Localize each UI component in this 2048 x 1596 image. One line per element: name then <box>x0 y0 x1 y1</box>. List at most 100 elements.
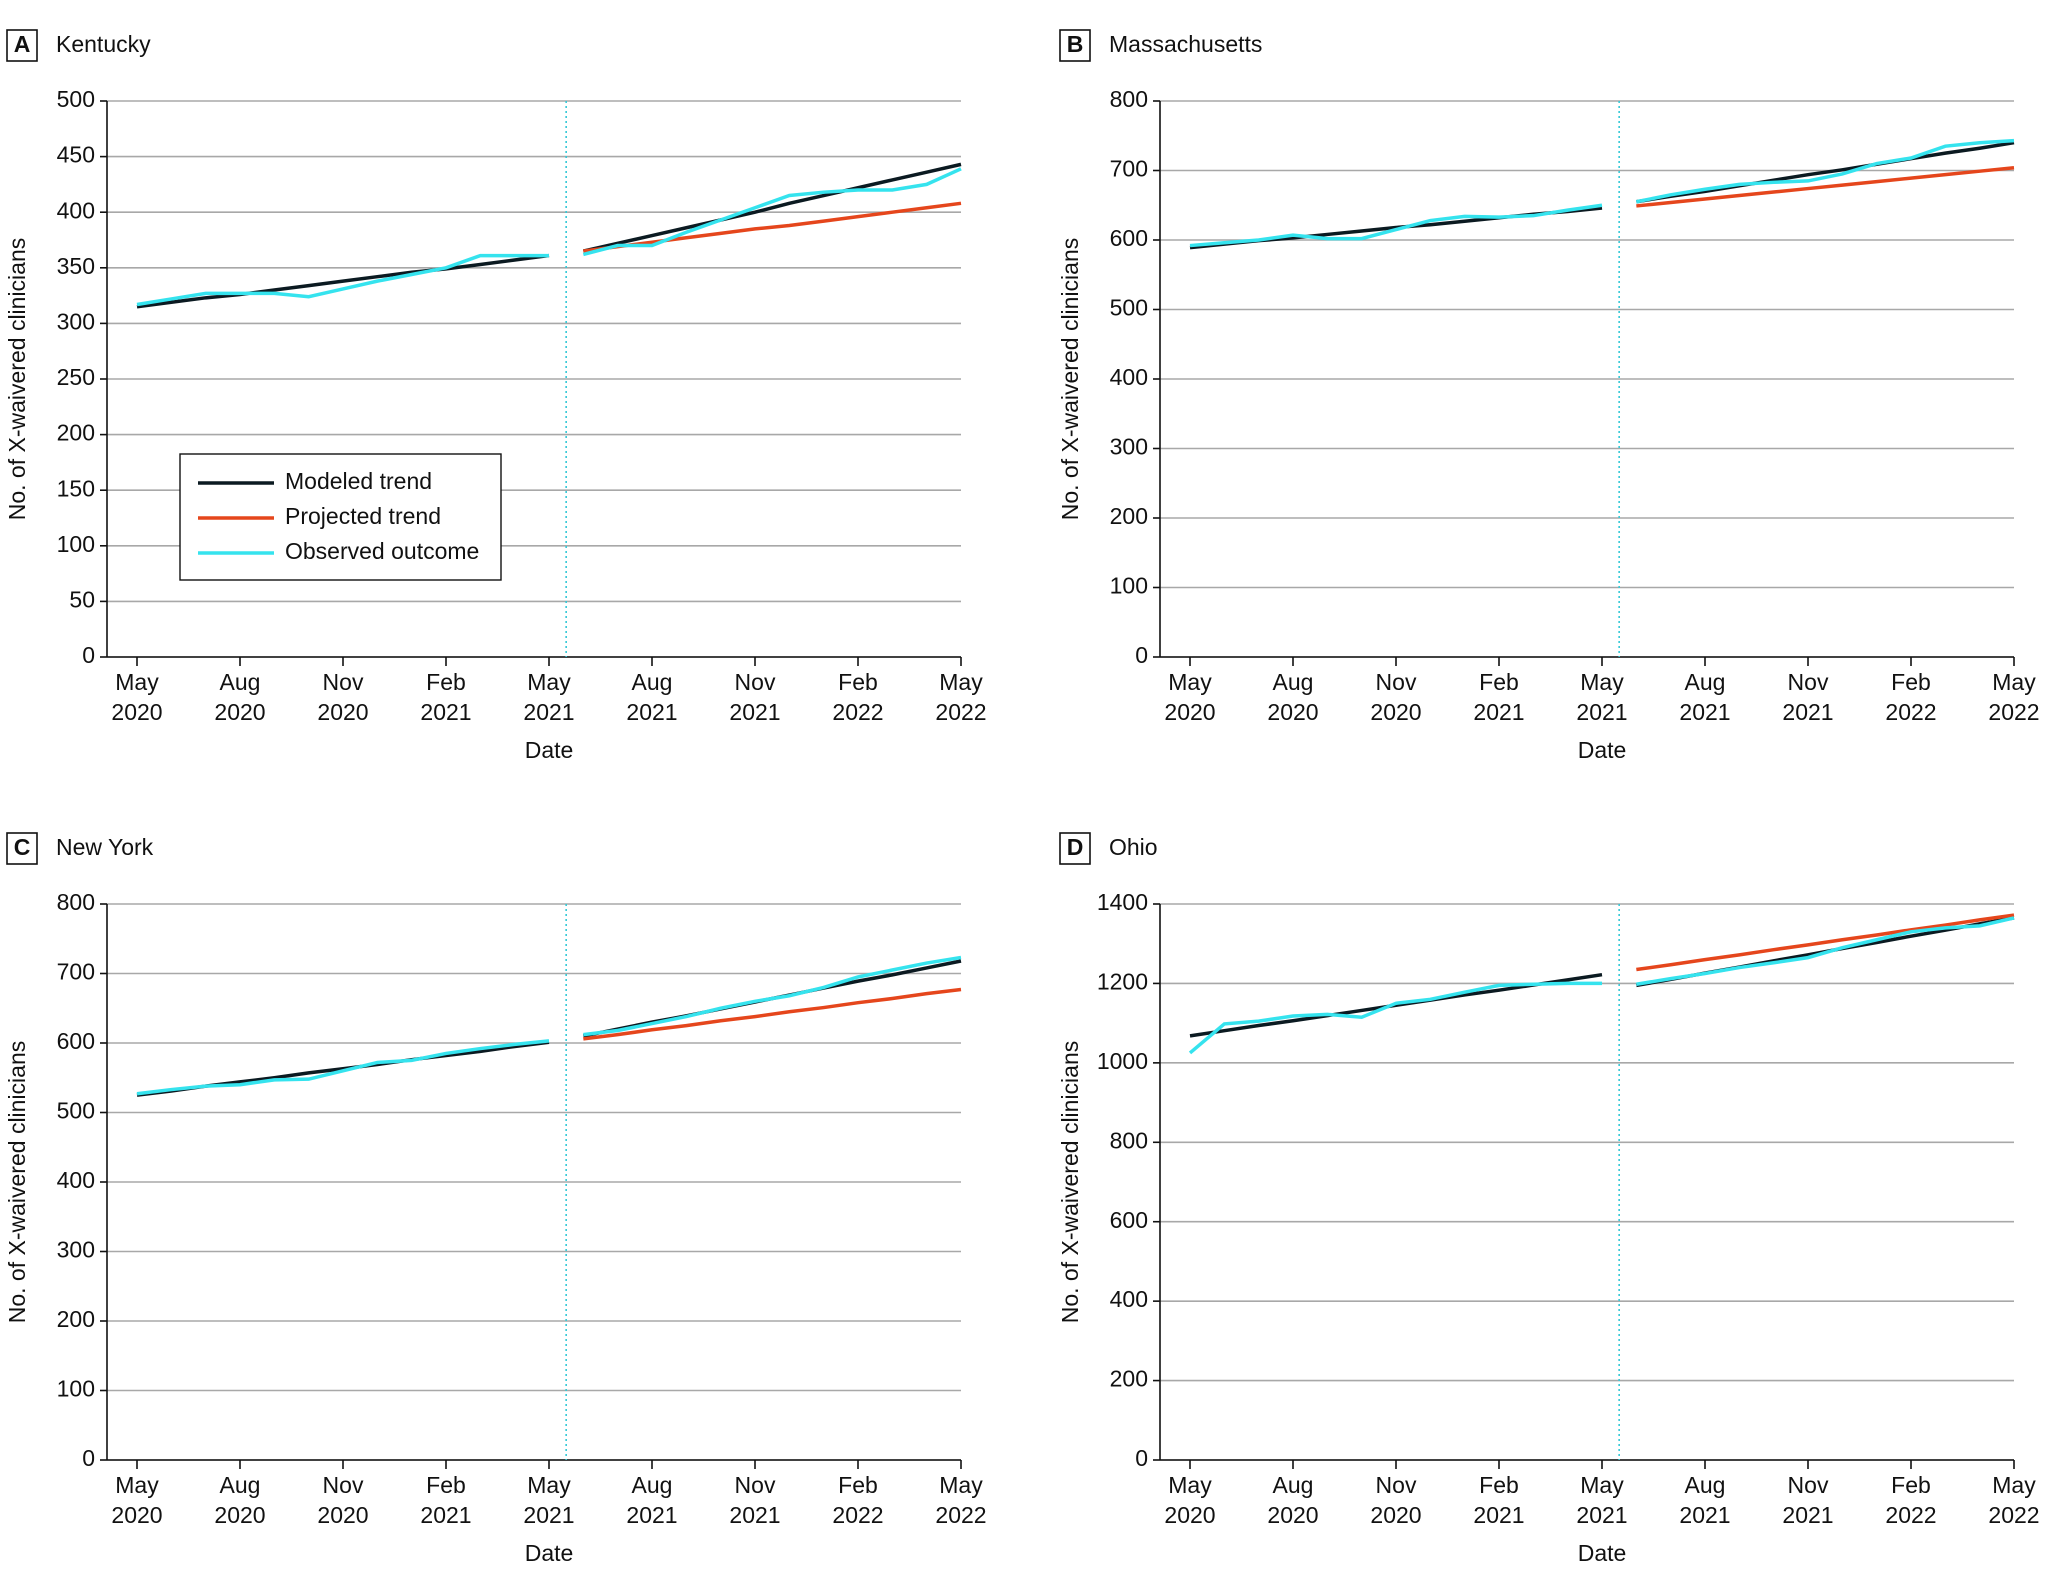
x-tick-label: May 2022 <box>1988 1472 2039 1528</box>
y-tick-label: 800 <box>1110 1127 1148 1153</box>
y-tick-label: 500 <box>57 86 95 112</box>
y-tick-label: 700 <box>57 959 95 985</box>
x-tick-label: Nov 2020 <box>1370 1472 1421 1528</box>
x-tick-label: Aug 2020 <box>1267 1472 1318 1528</box>
x-tick-label: Feb 2022 <box>832 1472 883 1528</box>
y-tick-label: 1200 <box>1097 969 1148 995</box>
x-tick-label: Aug 2020 <box>214 669 265 725</box>
panel-title: Massachusetts <box>1109 31 1262 57</box>
panel-title: Ohio <box>1109 834 1158 860</box>
panel-letter-box <box>6 29 38 62</box>
x-tick-label: Nov 2020 <box>1370 669 1421 725</box>
panel-letter-box <box>1059 832 1091 865</box>
y-tick-label: 400 <box>1110 1286 1148 1312</box>
y-tick-label: 600 <box>1110 225 1148 251</box>
x-tick-label: Aug 2021 <box>1679 669 1730 725</box>
x-tick-label: May 2020 <box>111 1472 162 1528</box>
series-line <box>1188 981 1602 1055</box>
y-axis-label: No. of X-waivered clinicians <box>1057 238 1083 521</box>
x-tick-label: Feb 2022 <box>1885 1472 1936 1528</box>
panel-letter: B <box>1067 31 1084 57</box>
y-tick-label: 300 <box>57 1237 95 1263</box>
x-tick-label: Nov 2020 <box>317 1472 368 1528</box>
y-axis-label: No. of X-waivered clinicians <box>4 238 30 521</box>
series-line <box>1636 913 2015 972</box>
x-tick-label: Aug 2021 <box>626 669 677 725</box>
y-tick-label: 300 <box>57 308 95 334</box>
y-tick-label: 0 <box>82 1445 95 1471</box>
y-tick-label: 50 <box>69 586 95 612</box>
x-tick-label: Nov 2021 <box>729 669 780 725</box>
series-line <box>136 1039 550 1096</box>
y-tick-label: 500 <box>57 1098 95 1124</box>
y-tick-label: 100 <box>57 1376 95 1402</box>
y-tick-label: 800 <box>1110 86 1148 112</box>
series-line <box>583 987 962 1041</box>
series-line <box>1636 916 2015 986</box>
x-axis-label: Date <box>1578 1540 1627 1566</box>
y-axis-label: No. of X-waivered clinicians <box>1057 1041 1083 1324</box>
y-tick-label: 400 <box>57 197 95 223</box>
panel-letter-box <box>6 832 38 865</box>
x-tick-label: May 2021 <box>523 669 574 725</box>
series-line <box>582 162 962 253</box>
series-line <box>1635 138 2015 204</box>
x-tick-label: Aug 2021 <box>1679 1472 1730 1528</box>
x-tick-label: Aug 2020 <box>1267 669 1318 725</box>
y-tick-label: 600 <box>1110 1207 1148 1233</box>
x-tick-label: May 2022 <box>935 1472 986 1528</box>
legend-label: Observed outcome <box>285 538 479 564</box>
y-tick-label: 150 <box>57 475 95 501</box>
y-tick-label: 600 <box>57 1028 95 1054</box>
panel-letter: A <box>14 31 31 57</box>
x-axis-label: Date <box>1578 737 1627 763</box>
x-tick-label: May 2020 <box>1164 1472 1215 1528</box>
y-tick-label: 400 <box>1110 364 1148 390</box>
y-tick-label: 0 <box>1135 642 1148 668</box>
y-tick-label: 700 <box>1110 156 1148 182</box>
x-tick-label: May 2022 <box>935 669 986 725</box>
y-tick-label: 1400 <box>1097 889 1148 915</box>
x-tick-label: Nov 2021 <box>729 1472 780 1528</box>
panel-letter-box <box>1059 29 1091 62</box>
y-tick-label: 500 <box>1110 295 1148 321</box>
x-tick-label: May 2022 <box>1988 669 2039 725</box>
y-tick-label: 200 <box>57 1306 95 1332</box>
x-axis-label: Date <box>525 1540 574 1566</box>
y-tick-label: 300 <box>1110 434 1148 460</box>
series-line <box>1636 165 2015 208</box>
panel-letter: D <box>1067 834 1084 860</box>
x-tick-label: Feb 2021 <box>420 669 471 725</box>
legend-label: Projected trend <box>285 503 441 529</box>
series-line <box>583 955 962 1037</box>
y-tick-label: 800 <box>57 889 95 915</box>
x-tick-label: Feb 2021 <box>1473 669 1524 725</box>
y-tick-label: 200 <box>1110 1366 1148 1392</box>
y-tick-label: 0 <box>82 642 95 668</box>
x-tick-label: Feb 2021 <box>420 1472 471 1528</box>
panel-letter: C <box>14 834 31 860</box>
y-axis-label: No. of X-waivered clinicians <box>4 1041 30 1324</box>
x-tick-label: Feb 2022 <box>1885 669 1936 725</box>
x-tick-label: Feb 2022 <box>832 669 883 725</box>
legend-label: Modeled trend <box>285 468 432 494</box>
panel-title: Kentucky <box>56 31 151 57</box>
y-tick-label: 450 <box>57 142 95 168</box>
y-tick-label: 350 <box>57 253 95 279</box>
x-tick-label: May 2020 <box>1164 669 1215 725</box>
x-tick-label: Aug 2020 <box>214 1472 265 1528</box>
x-tick-label: Aug 2021 <box>626 1472 677 1528</box>
x-tick-label: May 2021 <box>523 1472 574 1528</box>
y-tick-label: 100 <box>57 531 95 557</box>
x-tick-label: Nov 2021 <box>1782 1472 1833 1528</box>
series-line <box>1636 140 2015 204</box>
x-tick-label: Nov 2021 <box>1782 669 1833 725</box>
y-tick-label: 1000 <box>1097 1048 1148 1074</box>
y-tick-label: 200 <box>57 420 95 446</box>
x-axis-label: Date <box>525 737 574 763</box>
x-tick-label: Nov 2020 <box>317 669 368 725</box>
series-line <box>582 167 962 257</box>
y-tick-label: 100 <box>1110 573 1148 599</box>
